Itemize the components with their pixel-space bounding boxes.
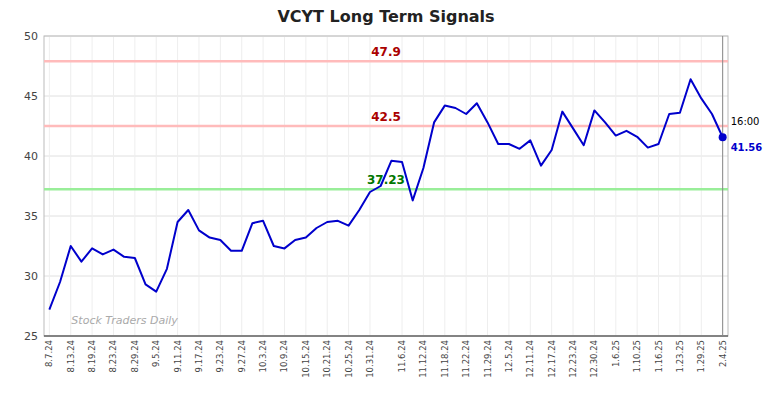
last-price-label: 41.56 bbox=[731, 142, 763, 153]
y-tick-label: 50 bbox=[24, 30, 38, 43]
x-tick-label: 10.3.24 bbox=[258, 340, 268, 372]
signal-label: 42.5 bbox=[371, 110, 401, 124]
x-tick-label: 8.13.24 bbox=[66, 340, 76, 372]
x-tick-label: 11.29.24 bbox=[483, 340, 493, 378]
x-tick-label: 1.23.25 bbox=[675, 340, 685, 372]
x-tick-label: 9.5.24 bbox=[151, 340, 161, 367]
x-tick-label: 1.6.25 bbox=[611, 340, 621, 367]
x-tick-label: 8.19.24 bbox=[87, 340, 97, 372]
grid-line bbox=[44, 216, 728, 217]
grid-line bbox=[92, 36, 93, 336]
signal-line bbox=[44, 60, 728, 63]
grid-line bbox=[679, 36, 680, 336]
grid-line bbox=[551, 36, 552, 336]
grid-line bbox=[263, 36, 264, 336]
plot-area bbox=[44, 36, 728, 336]
x-tick-label: 11.18.24 bbox=[440, 340, 450, 378]
grid-line bbox=[530, 36, 531, 336]
grid-line bbox=[113, 36, 114, 336]
last-time-label: 16:00 bbox=[731, 116, 760, 127]
x-tick-label: 9.17.24 bbox=[194, 340, 204, 372]
y-tick-label: 35 bbox=[24, 210, 38, 223]
grid-line bbox=[44, 336, 728, 337]
x-tick-label: 11.6.24 bbox=[397, 340, 407, 372]
x-tick-label: 9.11.24 bbox=[173, 340, 183, 372]
title: VCYT Long Term Signals bbox=[277, 7, 494, 26]
x-tick-label: 8.7.24 bbox=[44, 340, 54, 367]
grid-line bbox=[508, 36, 509, 336]
signal-line bbox=[44, 188, 728, 191]
watermark: Stock Traders Daily bbox=[71, 314, 178, 327]
chart: VCYT Long Term Signals 25 30 35 40 45 50 8.7.24… bbox=[0, 0, 784, 398]
x-tick-label: 1.16.25 bbox=[654, 340, 664, 372]
x-tick-label: 9.23.24 bbox=[215, 340, 225, 372]
grid-line bbox=[423, 36, 424, 336]
grid-line bbox=[444, 36, 445, 336]
grid-line bbox=[44, 276, 728, 277]
grid-line bbox=[305, 36, 306, 336]
x-tick-label: 8.29.24 bbox=[130, 340, 140, 372]
grid-line bbox=[44, 96, 728, 97]
grid-line bbox=[487, 36, 488, 336]
x-tick-label: 11.12.24 bbox=[418, 340, 428, 378]
grid-line bbox=[44, 156, 728, 157]
x-tick-label: 12.23.24 bbox=[568, 340, 578, 378]
last-line bbox=[722, 36, 723, 336]
x-tick-label: 10.9.24 bbox=[279, 340, 289, 372]
x-tick-label: 2.4.25 bbox=[718, 340, 728, 367]
x-axis-line bbox=[44, 335, 728, 336]
x-tick-label: 1.29.25 bbox=[696, 340, 706, 372]
x-tick-label: 12.5.24 bbox=[504, 340, 514, 372]
x-tick-label: 10.31.24 bbox=[365, 340, 375, 378]
x-tick-label: 1.10.25 bbox=[632, 340, 642, 372]
grid-line bbox=[70, 36, 71, 336]
x-tick-label: 10.21.24 bbox=[322, 340, 332, 378]
x-tick-label: 11.22.24 bbox=[461, 340, 471, 378]
x-tick-label: 9.27.24 bbox=[237, 340, 247, 372]
y-tick-label: 25 bbox=[24, 330, 38, 343]
signal-label: 37.23 bbox=[367, 173, 405, 187]
x-tick-label: 10.25.24 bbox=[344, 340, 354, 378]
grid-line bbox=[573, 36, 574, 336]
x-tick-label: 10.15.24 bbox=[301, 340, 311, 378]
grid-line bbox=[348, 36, 349, 336]
grid-line bbox=[198, 36, 199, 336]
grid-line bbox=[594, 36, 595, 336]
grid-line bbox=[220, 36, 221, 336]
grid-line bbox=[637, 36, 638, 336]
grid-line bbox=[241, 36, 242, 336]
x-tick-label: 8.23.24 bbox=[108, 340, 118, 372]
grid-line bbox=[466, 36, 467, 336]
grid-line bbox=[658, 36, 659, 336]
grid-line bbox=[134, 36, 135, 336]
grid-line bbox=[49, 36, 50, 336]
grid-line bbox=[615, 36, 616, 336]
grid-line bbox=[177, 36, 178, 336]
y-tick-label: 45 bbox=[24, 90, 38, 103]
x-tick-label: 12.30.24 bbox=[589, 340, 599, 378]
signal-label: 47.9 bbox=[371, 45, 401, 59]
grid-line bbox=[327, 36, 328, 336]
x-tick-label: 12.11.24 bbox=[525, 340, 535, 378]
grid-line bbox=[722, 36, 723, 336]
x-tick-label: 12.17.24 bbox=[547, 340, 557, 378]
grid-line bbox=[701, 36, 702, 336]
y-tick-label: 40 bbox=[24, 150, 38, 163]
y-tick-label: 30 bbox=[24, 270, 38, 283]
signal-line bbox=[44, 125, 728, 128]
plot-frame bbox=[44, 36, 728, 336]
last-dot bbox=[719, 133, 727, 141]
grid-line bbox=[284, 36, 285, 336]
price-line bbox=[49, 79, 722, 309]
